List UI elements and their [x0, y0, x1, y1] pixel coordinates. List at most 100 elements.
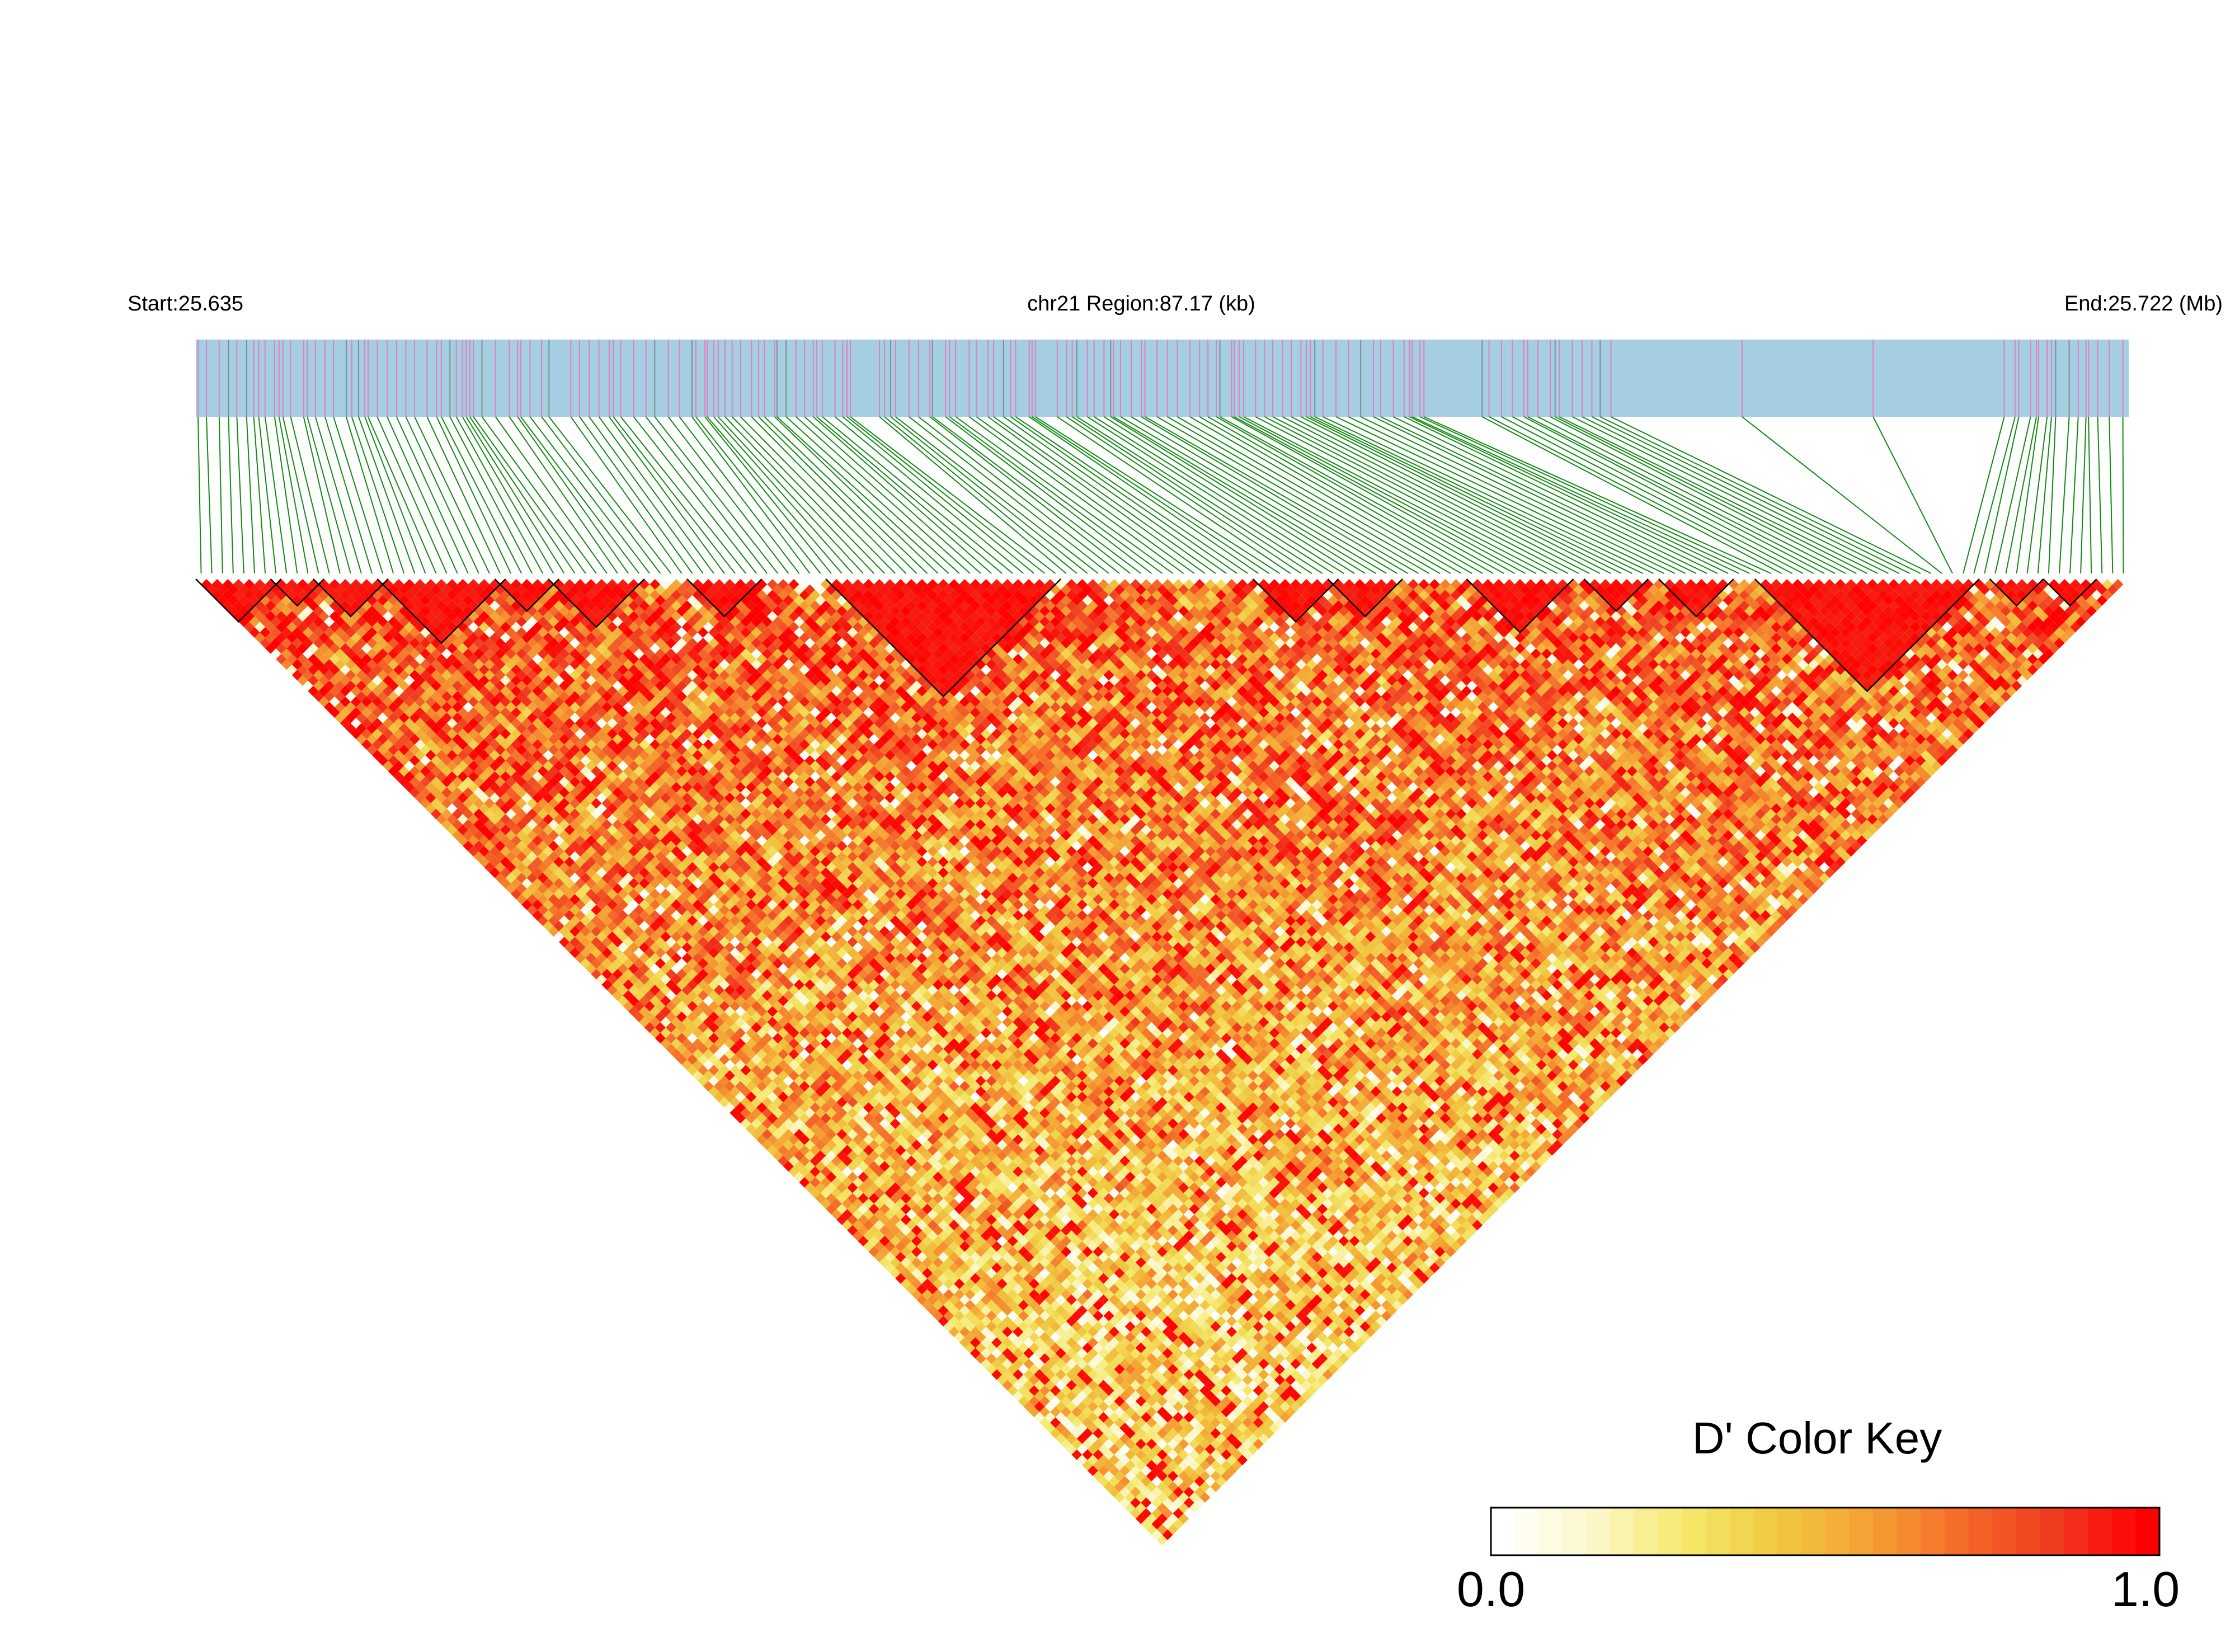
ld-cell — [297, 653, 308, 665]
ld-cell — [948, 1241, 959, 1252]
ld-cell — [575, 878, 586, 889]
ld-cell — [863, 1166, 874, 1177]
ld-cell — [623, 915, 634, 926]
ld-cell — [505, 808, 516, 820]
ld-cell — [1007, 1364, 1018, 1375]
ld-cell — [981, 1305, 992, 1316]
ld-cell — [570, 947, 581, 958]
ld-cell — [938, 1294, 949, 1306]
ld-cell — [740, 1054, 751, 1065]
ld-cell — [900, 1268, 911, 1279]
ld-cell — [911, 1257, 923, 1268]
ld-cell — [1018, 1321, 1029, 1332]
ld-cell — [425, 803, 436, 814]
ld-cell — [398, 691, 410, 702]
ld-cell — [1156, 1449, 1168, 1460]
ld-cell — [815, 1107, 826, 1118]
ld-cell — [841, 1176, 853, 1188]
ld-cell — [1173, 1497, 1184, 1508]
ld-cell — [927, 1262, 938, 1273]
ld-cell — [441, 755, 453, 766]
ld-cell — [1135, 1470, 1146, 1481]
ld-cell — [922, 1289, 933, 1300]
ld-cell — [500, 878, 511, 889]
ld-cell — [425, 707, 436, 718]
snp-connector — [774, 416, 939, 574]
snp-connector — [667, 416, 789, 574]
ld-cell — [548, 926, 559, 937]
ld-cell — [852, 1155, 864, 1166]
ld-cell — [778, 1070, 789, 1081]
ld-cell — [452, 798, 463, 809]
ld-cell — [900, 1246, 911, 1258]
ld-cell — [553, 835, 564, 846]
ld-cell — [863, 1230, 874, 1241]
ld-cell — [1071, 1396, 1083, 1407]
ld-cell — [452, 819, 463, 830]
ld-cell — [778, 1113, 789, 1124]
ld-cell — [681, 1006, 693, 1017]
ld-cell — [398, 755, 410, 766]
snp-connector — [1177, 416, 1451, 574]
ld-cell — [938, 1305, 949, 1316]
ld-cell — [1076, 1369, 1088, 1380]
ld-cell — [623, 990, 634, 1001]
ld-cell — [425, 728, 436, 740]
snp-connector — [1409, 416, 1739, 574]
ld-cell — [526, 830, 538, 841]
ld-cell — [911, 1278, 923, 1289]
ld-cell — [1023, 1369, 1034, 1380]
snp-connector — [2048, 416, 2057, 574]
ld-cell — [526, 905, 538, 916]
ld-cell — [543, 878, 554, 889]
ld-cell — [1076, 1380, 1088, 1391]
ld-cell — [767, 1059, 778, 1071]
ld-cell — [730, 1054, 741, 1065]
ld-cell — [1039, 1385, 1051, 1396]
ld-cell — [681, 1048, 693, 1060]
ld-cell — [308, 632, 319, 643]
snp-connector — [1380, 416, 1707, 574]
ld-cell — [879, 1203, 890, 1215]
ld-cell — [1151, 1497, 1163, 1508]
ld-cell — [1135, 1513, 1146, 1524]
ld-cell — [1028, 1342, 1039, 1353]
ld-cell — [927, 1220, 938, 1231]
ld-cell — [1007, 1321, 1018, 1332]
ld-cell — [1109, 1444, 1120, 1455]
ld-cell — [243, 600, 255, 611]
ld-cell — [1162, 1518, 1173, 1529]
snp-connector — [414, 416, 490, 574]
ld-cell — [345, 712, 356, 723]
ld-cell — [265, 643, 276, 654]
ld-cell — [489, 846, 501, 857]
ld-cell — [660, 974, 671, 985]
ld-cell — [575, 899, 586, 910]
ld-cell — [671, 953, 682, 964]
ld-cell — [1141, 1465, 1152, 1476]
ld-cell — [526, 862, 538, 873]
ld-cell — [415, 707, 426, 718]
ld-cell — [724, 1102, 735, 1113]
ld-cell — [916, 1209, 928, 1220]
ld-cell — [911, 1214, 923, 1225]
ld-cell — [318, 622, 330, 633]
ld-cell — [548, 915, 559, 926]
ld-cell — [1093, 1460, 1104, 1471]
ld-cell — [441, 766, 453, 777]
snp-connector — [1220, 416, 1504, 574]
ld-cell — [495, 851, 506, 862]
ld-cell — [318, 664, 330, 675]
snp-connector — [436, 416, 512, 574]
ld-cell — [345, 648, 356, 660]
ld-cell — [911, 1246, 923, 1258]
ld-cell — [681, 974, 693, 985]
ld-cell — [1146, 1449, 1157, 1460]
snp-connector — [777, 416, 949, 574]
ld-cell — [591, 936, 602, 948]
ld-cell — [1055, 1422, 1066, 1434]
ld-cell — [815, 1161, 826, 1172]
ld-cell — [948, 1316, 959, 1327]
snp-connector — [740, 416, 896, 574]
ld-cell — [1061, 1353, 1072, 1364]
